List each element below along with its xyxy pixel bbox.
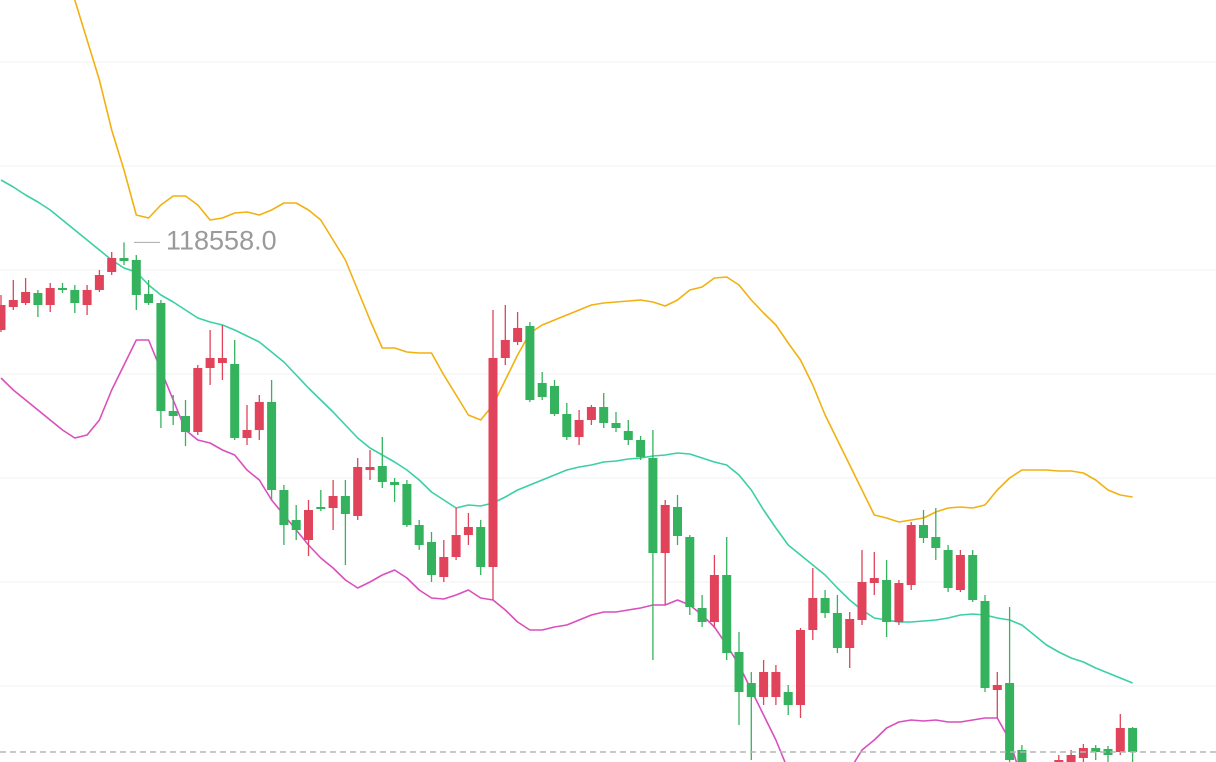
candle-body [808, 598, 818, 630]
candle-body [869, 578, 879, 583]
candle-body [242, 430, 252, 438]
candle-body [919, 525, 928, 538]
candle-body [1078, 748, 1088, 758]
candle-body [365, 467, 375, 470]
candle-body [771, 672, 781, 697]
candle-body [8, 300, 18, 307]
candle-body [931, 537, 941, 548]
candle-body [267, 402, 277, 490]
candle-body [279, 490, 289, 525]
candle-body [599, 407, 609, 423]
candle-body [427, 542, 436, 575]
candle-body [377, 466, 387, 482]
candle-body [0, 305, 6, 330]
candle-body [845, 619, 855, 648]
candle-body [623, 431, 633, 440]
candle-body [550, 386, 559, 414]
candle-body [476, 527, 486, 567]
candle-body [820, 598, 830, 613]
band-line [74, 0, 1133, 523]
candle-body [291, 520, 301, 530]
candle-body [586, 407, 596, 420]
candle-body [33, 293, 43, 305]
candle-body [992, 685, 1002, 690]
candle-body [1103, 749, 1113, 755]
candle-body [746, 683, 756, 697]
candle-body [217, 358, 227, 363]
candle-body [783, 692, 793, 705]
candle-body [94, 275, 104, 290]
candle-body [1054, 760, 1064, 762]
candle-body [353, 467, 363, 516]
candle-body [722, 575, 732, 653]
candle-body [685, 537, 695, 607]
candle-body [636, 440, 646, 457]
candle-body [82, 290, 92, 305]
candle-body [894, 583, 904, 622]
candle-body [697, 608, 707, 622]
candle-body [968, 555, 978, 600]
candle-body [832, 613, 842, 648]
candle-body [1005, 683, 1015, 760]
candle-body [390, 482, 400, 485]
candle-body [414, 525, 424, 545]
candle-body [1017, 750, 1027, 762]
candle-body [574, 420, 584, 437]
candle-body [316, 507, 326, 509]
candle-body [119, 258, 129, 261]
candle-body [857, 582, 867, 620]
candle-body [525, 326, 535, 400]
candle-body [673, 507, 682, 536]
candle-body [796, 630, 805, 705]
band-line [0, 179, 1133, 684]
candle-body [107, 258, 117, 272]
candle-body [1128, 728, 1138, 752]
candle-body [230, 364, 240, 438]
candle-body [168, 411, 178, 416]
candle-body [648, 458, 658, 553]
candle-body [660, 505, 670, 553]
candle-body [513, 328, 523, 342]
candle-body [537, 383, 547, 397]
candle-body [205, 358, 215, 368]
candle-body [882, 580, 892, 622]
candle-body [193, 368, 203, 432]
candle-body [463, 527, 473, 535]
candle-body [304, 510, 313, 540]
candle-body [734, 652, 744, 692]
max-label: 118558.0 [166, 226, 277, 256]
candle-body [1091, 748, 1101, 752]
candle-body [340, 496, 350, 514]
candle-body [759, 672, 769, 697]
candle-body [562, 414, 572, 437]
candle-body [144, 294, 154, 303]
candle-body [500, 340, 510, 358]
candle-body [131, 260, 141, 295]
candle-body [943, 550, 953, 588]
candle-body [955, 555, 965, 590]
candle-body [488, 358, 498, 567]
candle-body [156, 303, 166, 411]
band-line [0, 339, 1018, 762]
candle-body [254, 402, 264, 430]
candle-body [451, 535, 461, 557]
candle-body [439, 557, 449, 577]
candle-body [980, 601, 990, 688]
candle-body [709, 575, 719, 622]
candle-body [611, 423, 621, 428]
candle-body [45, 288, 55, 305]
candle-body [328, 496, 338, 508]
candle-body [402, 484, 412, 525]
candle-body [1115, 728, 1125, 752]
candle-body [1066, 755, 1076, 762]
candle-body [70, 290, 80, 303]
candle-body [21, 292, 31, 303]
candle-body [906, 525, 916, 585]
candle-body [58, 288, 67, 290]
candle-body [181, 416, 190, 432]
